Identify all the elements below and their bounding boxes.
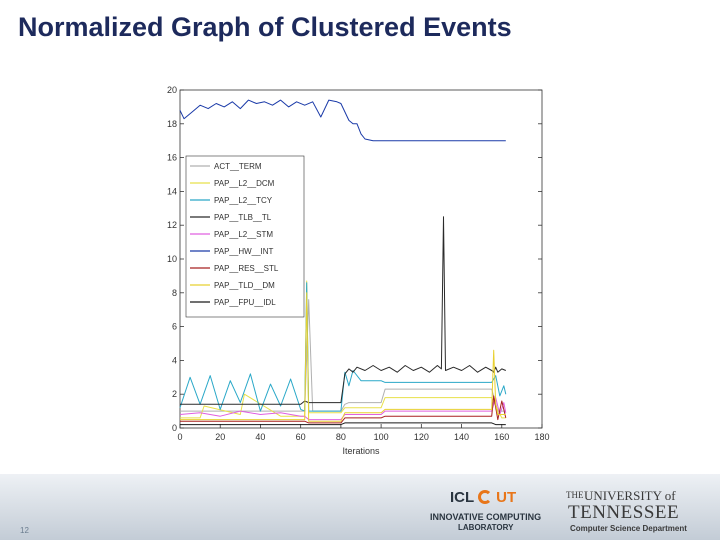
series-line-5: [179, 99, 506, 142]
series-line-8: [180, 422, 506, 426]
icl-logo-text: ICL: [450, 488, 475, 506]
ut-the: THE: [566, 490, 584, 500]
x-tick-label: 120: [414, 432, 429, 442]
series-line-6: [180, 395, 507, 424]
legend-label: PAP__TLB__TL: [214, 213, 272, 222]
utk-mark-text: UT: [496, 488, 517, 506]
x-tick-label: 100: [374, 432, 389, 442]
y-tick-label: 16: [167, 153, 177, 163]
chart-svg: 0 20 40 60 80 100 120 140 160 180 0 2 4 6 8 10 12 14 16 18 2…: [167, 85, 550, 456]
legend-label: PAP__L2__DCM: [214, 179, 275, 188]
y-tick-label: 14: [167, 186, 177, 196]
x-tick-label: 60: [296, 432, 306, 442]
y-tick-label: 6: [172, 322, 177, 332]
ut-university: UNIVERSITY of: [584, 488, 676, 503]
y-tick-label: 0: [172, 423, 177, 433]
slide-title: Normalized Graph of Clustered Events: [18, 12, 512, 42]
legend-label: PAP__FPU__IDL: [214, 298, 276, 307]
y-tick-label: 4: [172, 355, 177, 365]
y-tick-label: 2: [172, 389, 177, 399]
y-tick-label: 20: [167, 85, 177, 95]
legend-label: PAP__TLD__DM: [214, 281, 275, 290]
chart: 0 20 40 60 80 100 120 140 160 180 0 2 4 6 8 10 12 14 16 18 2…: [160, 82, 560, 462]
legend-label: ACT__TERM: [214, 162, 262, 171]
series-line-7: [180, 292, 506, 422]
legend-label: PAP__RES__STL: [214, 264, 279, 273]
x-tick-label: 40: [255, 432, 265, 442]
x-tick-label: 160: [494, 432, 509, 442]
y-tick-label: 18: [167, 119, 177, 129]
x-tick-label: 80: [336, 432, 346, 442]
icl-line2: LABORATORY: [458, 523, 514, 532]
x-tick-label: 140: [454, 432, 469, 442]
icl-logo: ICL UT INNOVATIVE COMPUTING LABORATORY: [420, 482, 550, 538]
icl-line1: INNOVATIVE COMPUTING: [430, 512, 542, 522]
y-tick-label: 8: [172, 288, 177, 298]
x-tick-label: 180: [534, 432, 549, 442]
ut-department: Computer Science Department: [570, 524, 687, 533]
y-tick-label: 12: [167, 220, 177, 230]
series-line-4: [179, 397, 507, 421]
legend-label: PAP__HW__INT: [214, 247, 274, 256]
x-axis-label: Iterations: [342, 446, 380, 456]
legend-label: PAP__L2__TCY: [214, 196, 273, 205]
x-tick-label: 20: [215, 432, 225, 442]
x-tick-label: 0: [177, 432, 182, 442]
swirl-icon: [478, 490, 493, 504]
ut-tennessee: TENNESSEE: [568, 502, 680, 523]
slide-number: 12: [20, 526, 29, 535]
footer-bar: 12 ICL UT INNOVATIVE COMPUTING LABORATOR…: [0, 474, 720, 540]
series-line-3: [180, 216, 506, 405]
university-logo: THE UNIVERSITY of TENNESSEE Computer Sci…: [566, 488, 706, 534]
legend-label: PAP__L2__STM: [214, 230, 273, 239]
y-tick-label: 10: [167, 254, 177, 264]
